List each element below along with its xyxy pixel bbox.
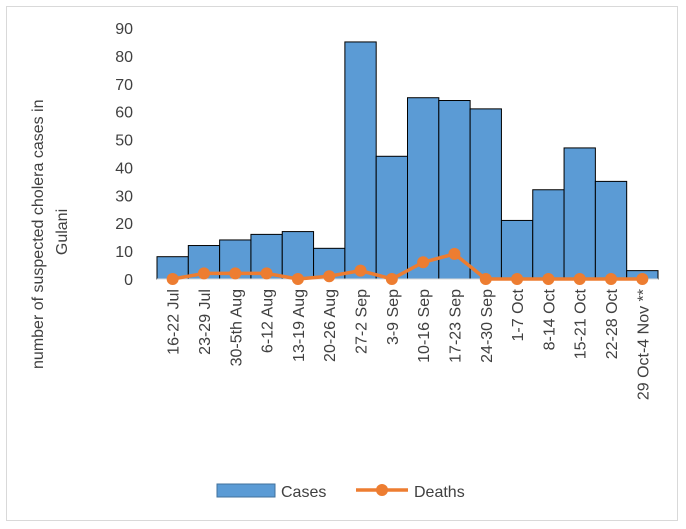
x-tick-label: 24-30 Sep [479, 289, 496, 363]
y-tick-label: 40 [115, 160, 133, 177]
y-tick-label: 30 [115, 188, 133, 205]
bar-cases [594, 180, 628, 280]
y-axis-title-line-2: Gulani [54, 209, 71, 255]
deaths-point [354, 264, 367, 277]
deaths-point [385, 273, 398, 285]
y-tick-label: 50 [115, 133, 133, 150]
x-tick-label: 17-23 Sep [447, 289, 464, 363]
deaths-point [511, 273, 524, 285]
y-tick-label: 0 [124, 272, 133, 289]
deaths-point [166, 273, 179, 285]
deaths-point [291, 273, 304, 285]
y-tick-label: 10 [115, 244, 133, 261]
y-tick-label: 90 [115, 21, 133, 38]
deaths-point [605, 273, 618, 285]
bar-cases [281, 231, 315, 280]
y-tick-label: 80 [115, 49, 133, 66]
bar-cases [407, 97, 440, 280]
legend-cases-label: Cases [281, 484, 326, 501]
bar-cases [469, 108, 502, 280]
bar-cases [375, 155, 408, 280]
deaths-series [166, 247, 649, 285]
legend-cases-swatch [216, 483, 276, 498]
x-tick-label: 22-28 Oct [604, 288, 621, 359]
y-axis-title-line-1: number of suspected cholera cases in [30, 99, 47, 368]
x-tick-label: 20-26 Aug [322, 289, 339, 362]
x-tick-label: 23-29 Jul [197, 289, 214, 355]
y-tick-label: 20 [115, 216, 133, 233]
x-tick-label: 15-21 Oct [573, 288, 590, 359]
y-tick-label: 60 [115, 105, 133, 122]
x-tick-label: 27-2 Sep [354, 289, 371, 354]
deaths-point [636, 273, 649, 285]
x-tick-label: 3-9 Sep [385, 289, 402, 345]
deaths-point [448, 247, 461, 260]
legend-deaths-marker [376, 484, 388, 496]
y-axis-title: number of suspected cholera cases in Gul… [30, 95, 71, 369]
x-tick-label: 6-12 Aug [260, 289, 277, 353]
deaths-point [479, 273, 492, 285]
bar-cases [563, 147, 596, 280]
bar-cases [532, 189, 565, 280]
deaths-point [542, 273, 555, 285]
deaths-point [323, 270, 336, 283]
y-tick-label: 70 [115, 77, 133, 94]
x-tick-label: 16-22 Jul [166, 289, 183, 355]
x-axis-ticks: 16-22 Jul 23-29 Jul 30-5th Aug 6-12 Aug 13-1… [166, 288, 653, 400]
y-axis-ticks: 0 10 20 30 40 50 60 70 80 90 [115, 21, 133, 289]
x-tick-label: 30-5th Aug [228, 289, 245, 366]
deaths-point [197, 267, 210, 280]
deaths-point [229, 267, 242, 280]
x-tick-label: 13-19 Aug [291, 289, 308, 362]
x-tick-label: 1-7 Oct [510, 288, 527, 341]
x-tick-label: 8-14 Oct [541, 288, 558, 350]
deaths-point [417, 256, 430, 269]
bar-cases [344, 41, 377, 280]
deaths-point [573, 273, 586, 285]
x-tick-label: 10-16 Sep [416, 289, 433, 363]
deaths-line [172, 252, 643, 281]
legend-deaths-label: Deaths [414, 484, 465, 501]
bars-group [156, 41, 659, 280]
deaths-point [260, 267, 273, 280]
x-tick-label: 29 Oct-4 Nov ** [635, 289, 652, 400]
legend: Cases Deaths [216, 483, 465, 501]
bar-cases [500, 219, 534, 280]
